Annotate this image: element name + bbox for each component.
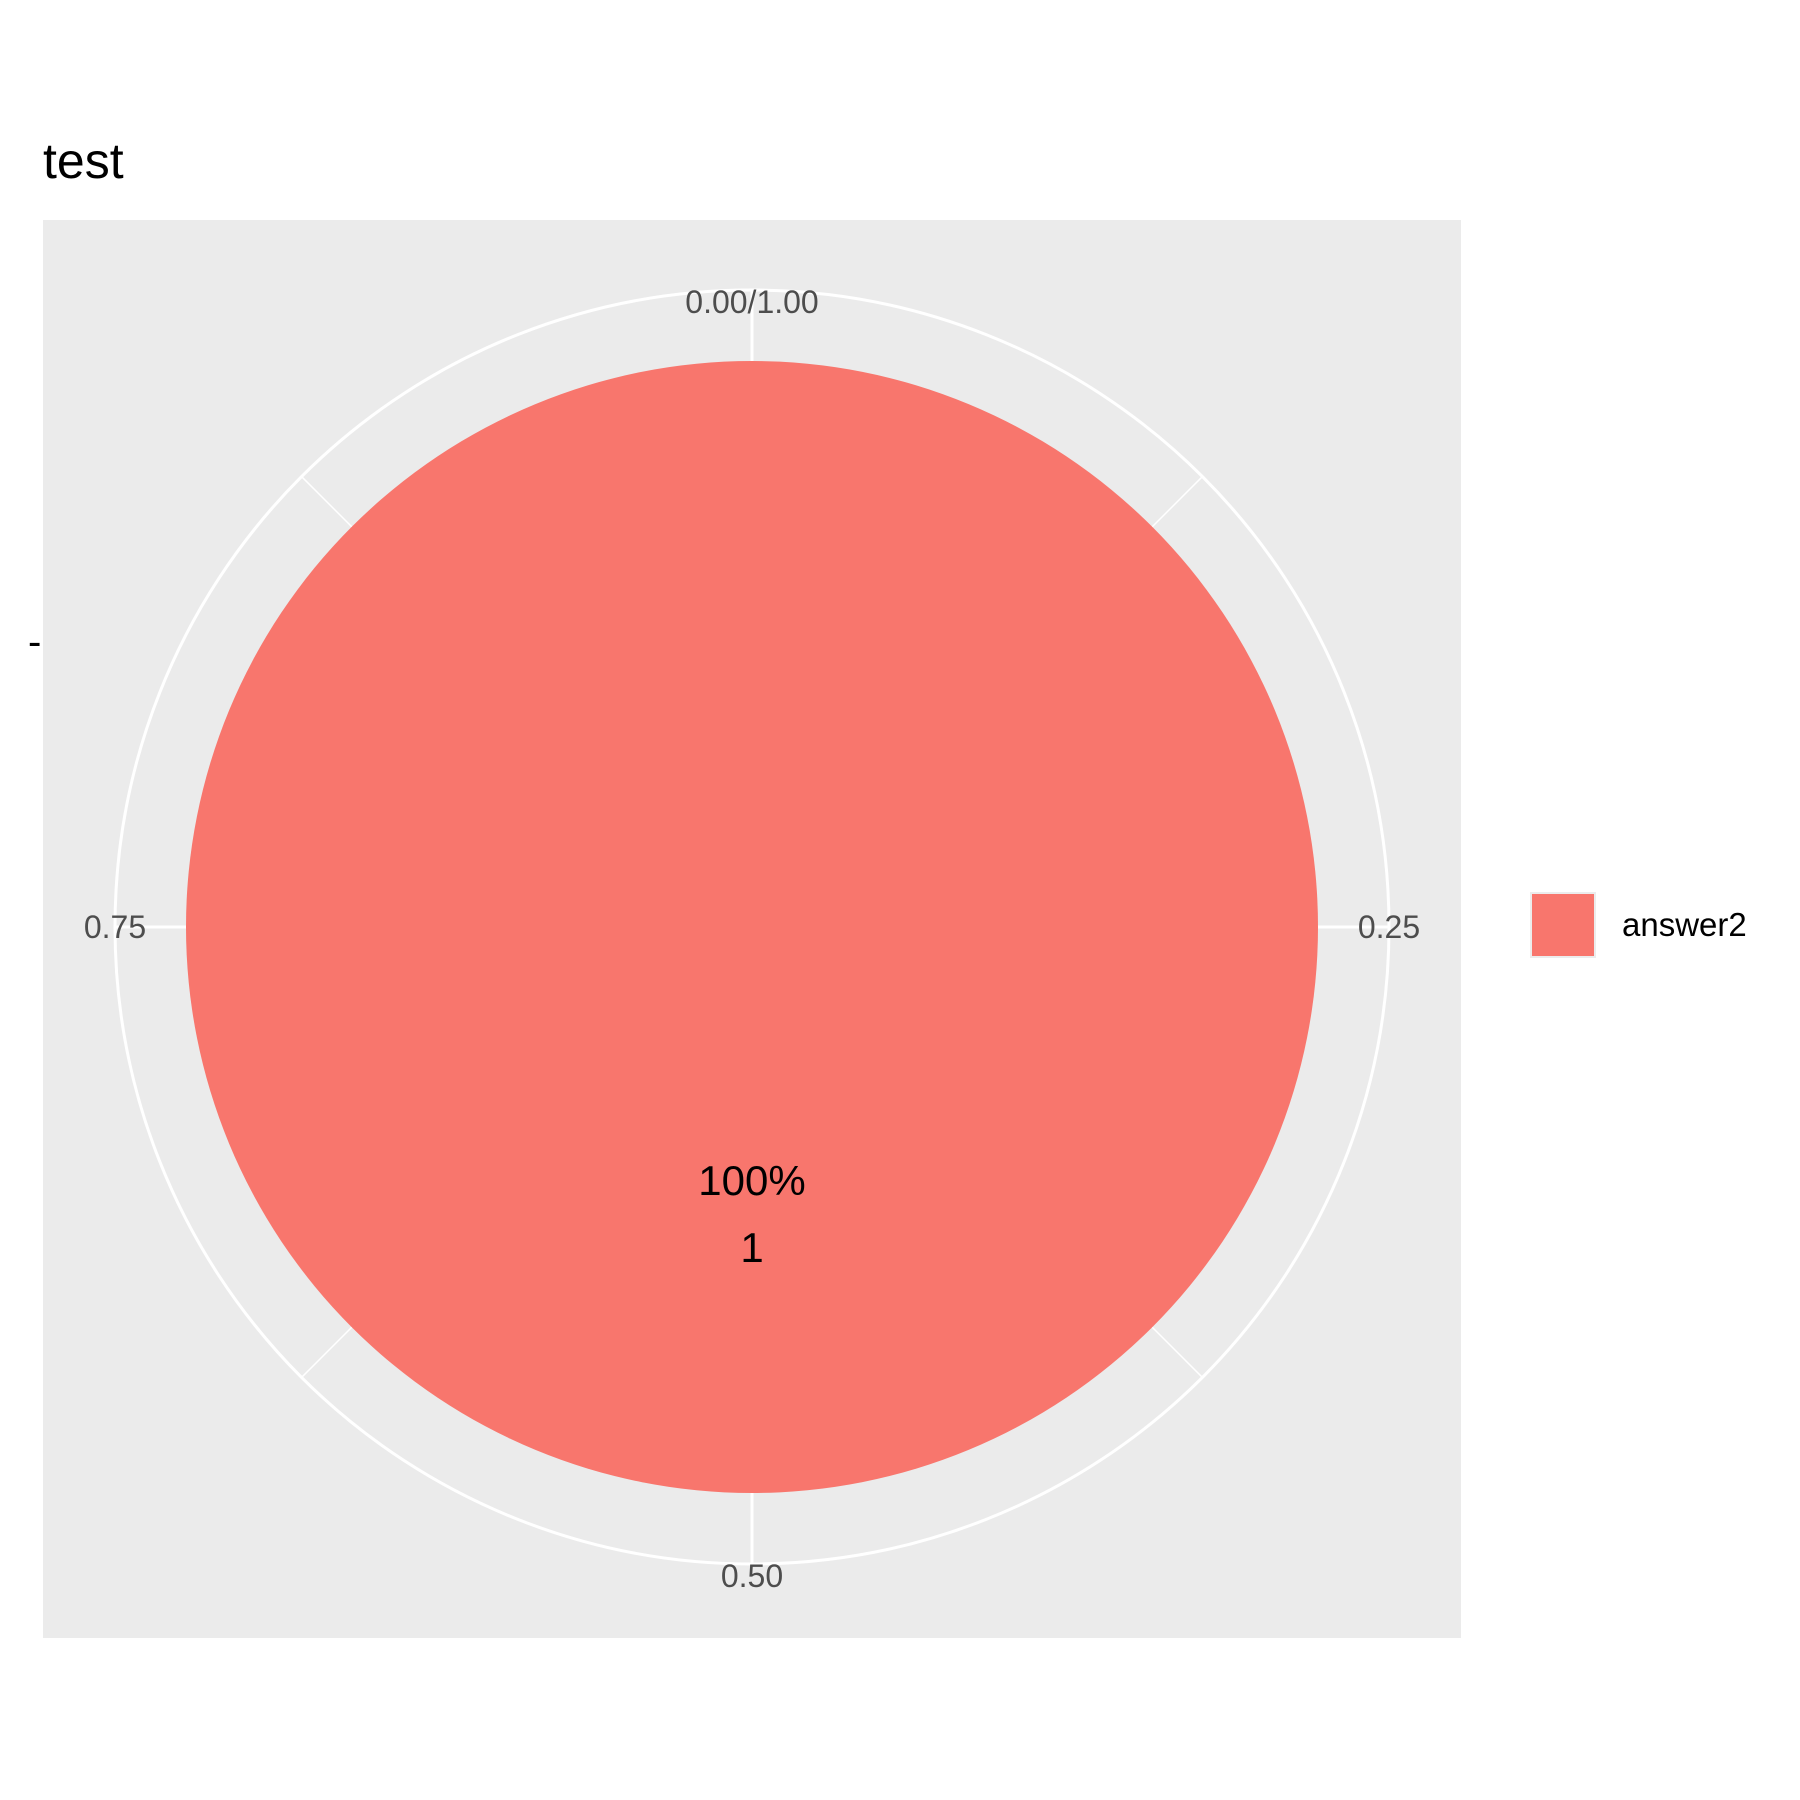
pie-slices: [186, 361, 1318, 1493]
theta-tick-labels: 0.00/1.00 0.25 0.50 0.75: [84, 284, 1420, 1594]
slice-count-label: 1: [740, 1224, 763, 1271]
y-axis-label: -: [28, 620, 42, 664]
legend-key-answer2: [1530, 892, 1596, 958]
theta-tick-label: 0.25: [1358, 909, 1420, 945]
legend-label-answer2: answer2: [1622, 906, 1747, 943]
slice-percent-label: 100%: [698, 1157, 805, 1204]
slice-labels: 100% 1: [698, 1157, 805, 1271]
theta-tick-label: 0.50: [721, 1558, 783, 1594]
legend: answer2: [1530, 892, 1747, 958]
theta-tick-label: 0.00/1.00: [685, 284, 818, 320]
chart-title: test: [43, 133, 124, 189]
theta-tick-label: 0.75: [84, 909, 146, 945]
pie-slice-answer2: [186, 361, 1318, 1493]
